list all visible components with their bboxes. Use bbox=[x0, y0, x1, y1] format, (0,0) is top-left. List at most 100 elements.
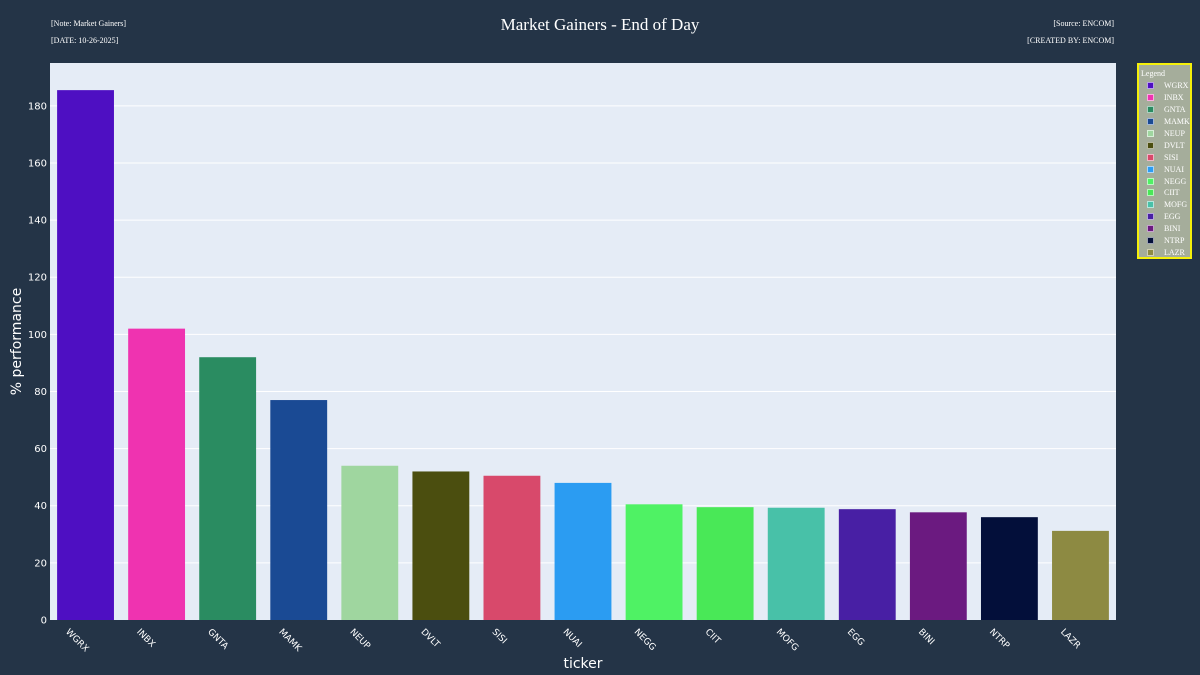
bar-bini[interactable] bbox=[909, 512, 967, 620]
bar-neup[interactable] bbox=[341, 465, 399, 620]
x-tick-label: DVLT bbox=[419, 627, 442, 650]
chart-title: Market Gainers - End of Day bbox=[500, 15, 700, 34]
legend-swatch bbox=[1147, 177, 1154, 185]
y-tick-label: 140 bbox=[28, 216, 47, 227]
legend-swatch bbox=[1147, 130, 1154, 137]
legend-label: BINI bbox=[1164, 224, 1181, 234]
bar-gnta[interactable] bbox=[199, 357, 257, 620]
legend-label: EGG bbox=[1164, 212, 1181, 222]
source-label: [Source: ENCOM] bbox=[1053, 19, 1114, 28]
x-tick-label: NTRP bbox=[987, 627, 1011, 651]
x-tick-label: SISI bbox=[490, 627, 509, 646]
legend-item-mamk[interactable]: MAMK bbox=[1147, 116, 1190, 128]
bar-inbx[interactable] bbox=[128, 328, 186, 620]
legend-item-inbx[interactable]: INBX bbox=[1147, 92, 1190, 104]
bar-lazr[interactable] bbox=[1052, 530, 1109, 620]
x-axis-label: ticker bbox=[563, 656, 602, 672]
y-tick-label: 60 bbox=[34, 444, 47, 455]
legend-label: NTRP bbox=[1164, 236, 1185, 246]
legend-swatch bbox=[1147, 118, 1154, 126]
x-tick-label: NEGG bbox=[632, 627, 658, 653]
y-tick-label: 180 bbox=[28, 101, 47, 112]
legend-item-neup[interactable]: NEUP bbox=[1147, 128, 1190, 140]
note-label: [Note: Market Gainers] bbox=[51, 19, 127, 28]
legend-label: SISI bbox=[1164, 152, 1179, 162]
bar-nuai[interactable] bbox=[554, 482, 612, 620]
bar-egg[interactable] bbox=[838, 509, 896, 620]
legend-swatch bbox=[1147, 141, 1154, 149]
y-tick-label: 100 bbox=[28, 330, 47, 341]
x-axis-ticks: WGRX INBX GNTA MAMK NEUP DVLT SISI NUAI NEGG CIIT… bbox=[63, 627, 1082, 654]
legend-swatch bbox=[1147, 153, 1154, 161]
x-tick-label: GNTA bbox=[205, 627, 230, 652]
y-tick-label: 80 bbox=[34, 387, 47, 398]
legend-label: WGRX bbox=[1164, 81, 1189, 91]
x-tick-label: INBX bbox=[134, 627, 156, 649]
legend-item-lazr[interactable]: LAZR bbox=[1147, 246, 1190, 258]
legend-item-gnta[interactable]: GNTA bbox=[1147, 104, 1190, 116]
legend-item-bini[interactable]: BINI bbox=[1147, 223, 1190, 235]
y-tick-label: 120 bbox=[28, 273, 47, 284]
legend-label: NEUP bbox=[1164, 129, 1185, 138]
created-by-label: [CREATED BY: ENCOM] bbox=[1027, 36, 1114, 45]
legend-swatch bbox=[1147, 82, 1154, 90]
x-tick-label: LAZR bbox=[1058, 627, 1082, 651]
legend-item-egg[interactable]: EGG bbox=[1147, 211, 1190, 223]
x-tick-label: MAMK bbox=[276, 627, 303, 654]
legend-label: NUAI bbox=[1164, 164, 1184, 174]
legend-item-wgrx[interactable]: WGRX bbox=[1147, 80, 1190, 92]
legend-swatch bbox=[1147, 213, 1154, 221]
bar-sisi[interactable] bbox=[483, 475, 541, 620]
legend-label: INBX bbox=[1164, 93, 1184, 103]
bar-mamk[interactable] bbox=[270, 400, 328, 620]
legend-swatch bbox=[1147, 94, 1154, 102]
legend-item-dvlt[interactable]: DVLT bbox=[1147, 139, 1190, 151]
y-tick-label: 40 bbox=[34, 501, 47, 512]
x-tick-label: NEUP bbox=[347, 627, 372, 652]
bar-mofg[interactable] bbox=[767, 507, 825, 620]
legend-item-ciit[interactable]: CIIT bbox=[1147, 187, 1190, 199]
legend-swatch bbox=[1147, 189, 1154, 197]
y-axis-ticks: 0 20 40 60 80 100 120 140 160 180 bbox=[28, 101, 47, 626]
legend-title: Legend bbox=[1141, 69, 1165, 78]
x-tick-label: BINI bbox=[916, 627, 936, 647]
legend-item-sisi[interactable]: SISI bbox=[1147, 151, 1190, 163]
x-tick-label: EGG bbox=[845, 627, 866, 648]
legend-label: DVLT bbox=[1164, 140, 1185, 150]
legend-swatch bbox=[1147, 165, 1154, 173]
bar-negg[interactable] bbox=[625, 504, 683, 620]
bar-ntrp[interactable] bbox=[980, 517, 1038, 620]
bars bbox=[57, 90, 1109, 621]
x-tick-label: MOFG bbox=[774, 627, 800, 653]
legend-label: MOFG bbox=[1164, 200, 1188, 210]
legend-swatch bbox=[1147, 248, 1154, 256]
legend-swatch bbox=[1147, 225, 1154, 233]
legend-item-ntrp[interactable]: NTRP bbox=[1147, 235, 1190, 247]
legend-items: WGRX INBX GNTA MAMK NEUP DVLT SISI NUAI NEGG CIIT… bbox=[1147, 80, 1190, 258]
legend-label: CIIT bbox=[1164, 188, 1180, 198]
bar-dvlt[interactable] bbox=[412, 471, 470, 620]
y-tick-label: 0 bbox=[41, 616, 47, 627]
legend-item-negg[interactable]: NEGG bbox=[1147, 175, 1190, 187]
legend-label: NEGG bbox=[1164, 176, 1187, 186]
legend-item-mofg[interactable]: MOFG bbox=[1147, 199, 1190, 211]
legend-label: GNTA bbox=[1164, 105, 1186, 115]
bar-ciit[interactable] bbox=[696, 507, 754, 620]
gridlines bbox=[50, 105, 1116, 564]
legend-label: LAZR bbox=[1164, 247, 1185, 257]
legend-swatch bbox=[1147, 201, 1154, 209]
date-label: [DATE: 10-26-2025] bbox=[51, 36, 119, 45]
legend-swatch bbox=[1147, 237, 1154, 245]
y-axis-label: % performance bbox=[9, 288, 25, 395]
legend-swatch bbox=[1147, 106, 1154, 114]
legend-item-nuai[interactable]: NUAI bbox=[1147, 163, 1190, 175]
y-tick-label: 160 bbox=[28, 158, 47, 169]
x-tick-label: NUAI bbox=[561, 627, 584, 650]
y-tick-label: 20 bbox=[34, 558, 47, 569]
x-tick-label: WGRX bbox=[63, 627, 90, 654]
x-tick-label: CIIT bbox=[703, 627, 723, 647]
legend: Legend WGRX INBX GNTA MAMK NEUP DVLT SISI NUAI N… bbox=[1137, 63, 1192, 259]
legend-label: MAMK bbox=[1164, 117, 1190, 127]
bar-wgrx[interactable] bbox=[57, 90, 114, 621]
